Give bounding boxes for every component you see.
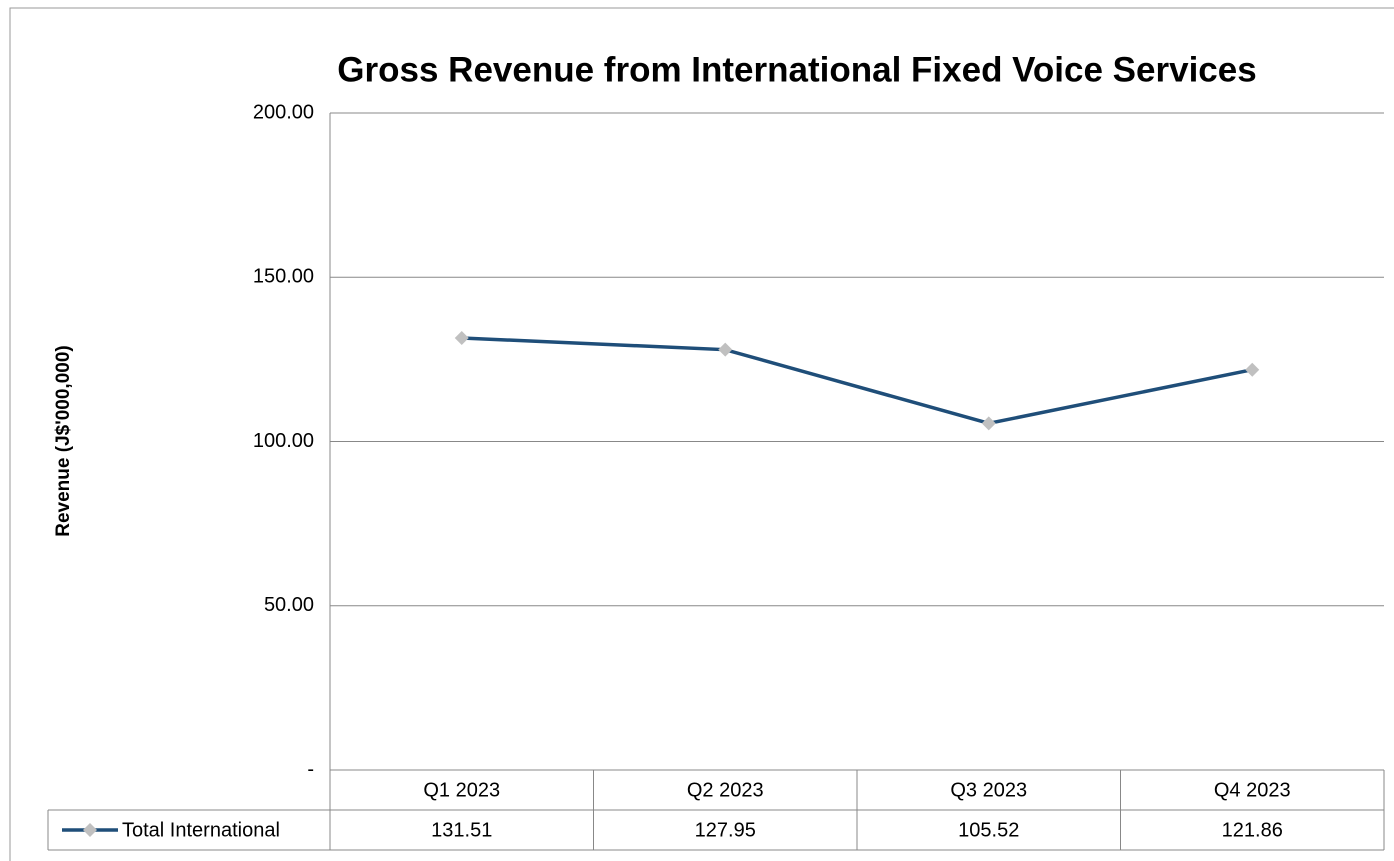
table-value: 105.52: [958, 819, 1019, 841]
y-tick-label: 150.00: [253, 266, 314, 288]
marker: [981, 416, 996, 431]
x-tick-label: Q3 2023: [950, 779, 1027, 801]
y-tick-label: 100.00: [253, 430, 314, 452]
y-tick-label: 200.00: [253, 101, 314, 123]
table-value: 131.51: [431, 819, 492, 841]
table-value: 127.95: [695, 819, 756, 841]
series-line: [461, 336, 1253, 426]
legend-label: Total International: [122, 819, 280, 841]
legend-marker: [83, 823, 97, 837]
marker: [1245, 362, 1260, 377]
marker: [454, 330, 469, 345]
y-axis-label: Revenue (J$'000,000): [53, 345, 74, 536]
x-tick-label: Q2 2023: [687, 779, 764, 801]
y-tick-label: -: [307, 758, 314, 780]
chart-border: [9, 7, 1394, 861]
x-tick-label: Q1 2023: [423, 779, 500, 801]
y-tick-label: 50.00: [264, 594, 314, 616]
table-value: 121.86: [1222, 819, 1283, 841]
chart-title: Gross Revenue from International Fixed V…: [337, 50, 1256, 89]
x-tick-label: Q4 2023: [1214, 779, 1291, 801]
marker: [718, 342, 733, 357]
